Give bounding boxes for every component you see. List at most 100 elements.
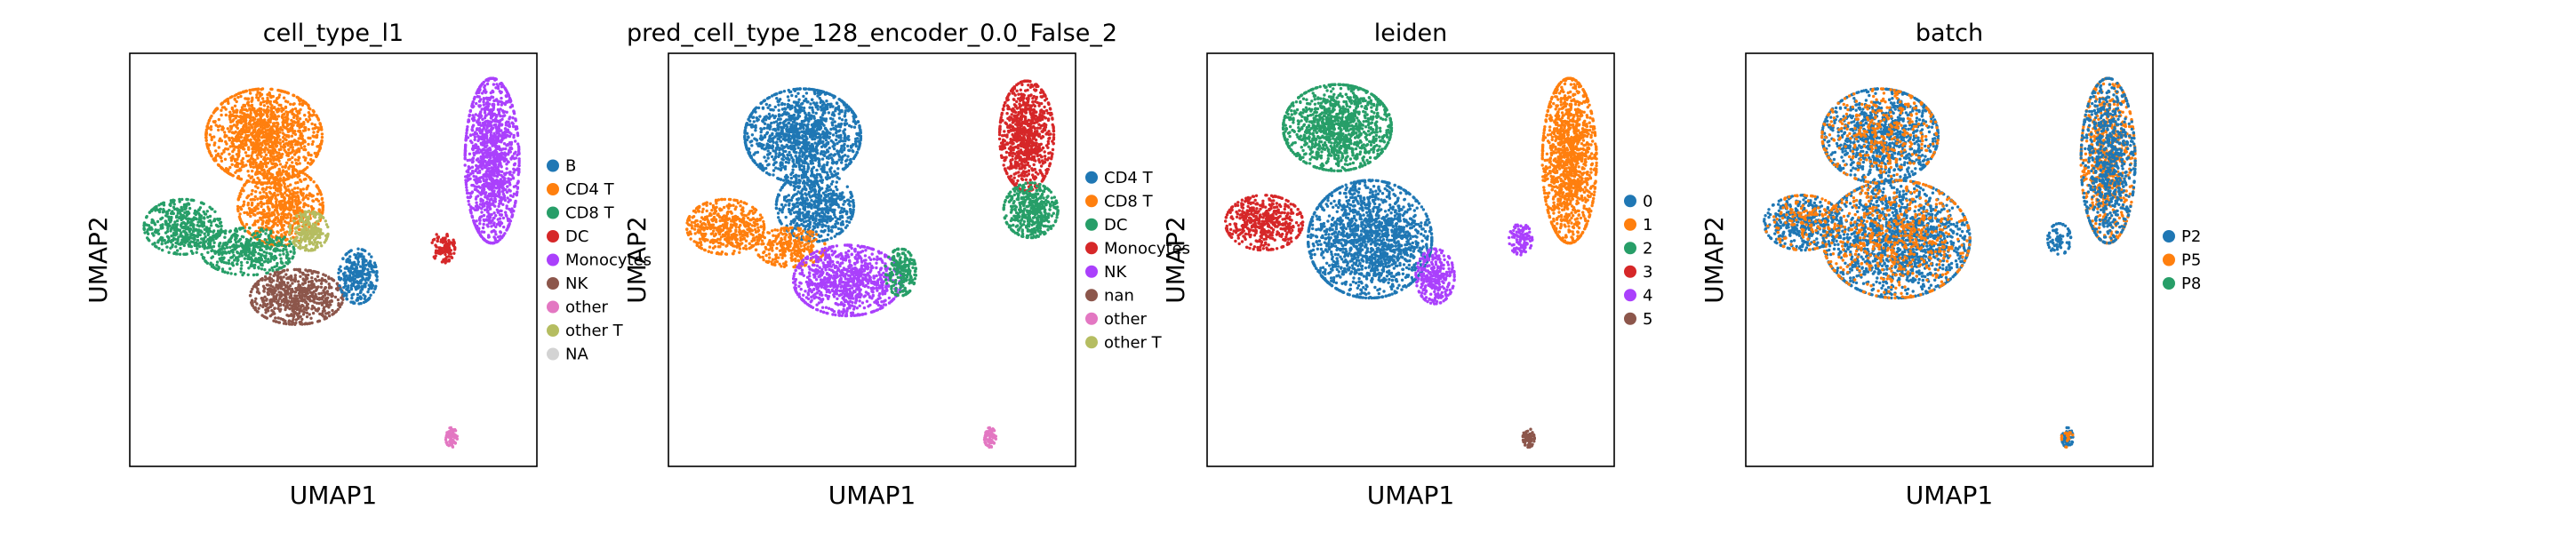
data-point bbox=[306, 184, 310, 187]
data-point bbox=[285, 276, 289, 281]
data-point bbox=[282, 227, 285, 231]
data-point bbox=[482, 191, 486, 195]
data-point bbox=[257, 128, 261, 131]
data-point bbox=[182, 225, 186, 229]
data-point bbox=[316, 319, 321, 323]
data-point bbox=[356, 274, 359, 278]
data-point bbox=[267, 123, 271, 127]
data-point bbox=[251, 96, 254, 100]
data-point bbox=[180, 209, 184, 212]
data-point bbox=[369, 293, 372, 297]
data-point bbox=[316, 274, 320, 278]
data-point bbox=[259, 211, 262, 215]
data-point bbox=[264, 304, 268, 308]
data-point bbox=[246, 130, 250, 133]
data-point bbox=[172, 223, 175, 227]
data-point bbox=[317, 296, 322, 300]
data-point bbox=[276, 193, 280, 196]
data-point bbox=[297, 120, 300, 123]
data-point bbox=[345, 294, 348, 298]
data-point bbox=[276, 231, 280, 235]
data-point bbox=[253, 130, 257, 133]
data-point bbox=[189, 232, 194, 236]
data-point bbox=[150, 227, 154, 231]
data-point bbox=[204, 135, 208, 139]
data-point bbox=[234, 273, 237, 276]
data-point bbox=[279, 220, 284, 225]
data-point bbox=[310, 142, 315, 147]
data-point bbox=[262, 212, 266, 217]
data-point bbox=[238, 167, 242, 171]
data-point bbox=[219, 259, 222, 262]
data-point bbox=[284, 178, 288, 181]
data-point bbox=[188, 227, 192, 231]
data-point bbox=[286, 281, 290, 285]
data-point bbox=[206, 122, 210, 125]
data-point bbox=[202, 220, 205, 224]
data-point bbox=[300, 298, 303, 303]
data-point bbox=[298, 162, 301, 165]
data-point bbox=[246, 273, 250, 276]
data-point bbox=[321, 204, 324, 209]
data-point bbox=[305, 235, 308, 238]
data-point bbox=[263, 256, 268, 260]
data-point bbox=[220, 256, 224, 259]
data-point bbox=[242, 271, 245, 275]
data-point bbox=[308, 268, 311, 273]
data-point bbox=[239, 135, 244, 139]
data-point bbox=[226, 147, 230, 151]
data-point bbox=[172, 205, 176, 210]
data-point bbox=[317, 278, 321, 282]
data-point bbox=[236, 256, 239, 259]
data-point bbox=[212, 238, 215, 242]
data-point bbox=[350, 293, 354, 297]
data-point bbox=[228, 117, 232, 122]
data-point bbox=[344, 280, 348, 284]
data-point bbox=[299, 306, 302, 311]
data-point bbox=[284, 165, 287, 169]
data-point bbox=[274, 143, 277, 147]
data-point bbox=[244, 107, 248, 112]
data-point bbox=[212, 234, 216, 237]
data-point bbox=[285, 251, 289, 254]
data-point bbox=[292, 153, 297, 156]
data-point bbox=[369, 281, 372, 284]
data-point bbox=[285, 255, 289, 259]
data-point bbox=[325, 235, 330, 238]
data-point bbox=[204, 212, 208, 216]
data-point bbox=[296, 280, 300, 283]
data-point bbox=[237, 195, 241, 198]
data-point bbox=[373, 287, 377, 290]
data-point bbox=[269, 231, 273, 235]
data-point bbox=[269, 115, 273, 119]
data-point bbox=[467, 171, 470, 174]
data-point bbox=[243, 104, 247, 108]
data-point bbox=[293, 132, 298, 136]
data-point bbox=[271, 279, 276, 282]
data-point bbox=[223, 231, 228, 235]
data-point bbox=[307, 286, 310, 290]
data-point bbox=[240, 106, 244, 109]
data-point bbox=[274, 289, 277, 292]
data-point bbox=[164, 223, 168, 227]
data-point bbox=[205, 210, 209, 213]
data-point bbox=[230, 163, 234, 166]
data-point bbox=[297, 291, 301, 295]
data-point bbox=[192, 216, 196, 219]
data-point bbox=[216, 229, 220, 233]
data-point bbox=[220, 267, 225, 271]
data-point bbox=[311, 199, 315, 203]
data-point bbox=[287, 147, 291, 152]
data-point bbox=[234, 227, 238, 231]
data-point bbox=[299, 187, 302, 192]
data-point bbox=[297, 202, 300, 205]
data-point bbox=[304, 117, 308, 122]
data-point bbox=[276, 274, 279, 278]
data-point bbox=[202, 239, 205, 243]
data-point bbox=[236, 95, 240, 99]
data-point bbox=[264, 146, 268, 149]
data-point bbox=[228, 251, 231, 255]
data-point bbox=[258, 107, 261, 111]
data-point bbox=[334, 309, 338, 314]
data-point bbox=[305, 174, 309, 178]
